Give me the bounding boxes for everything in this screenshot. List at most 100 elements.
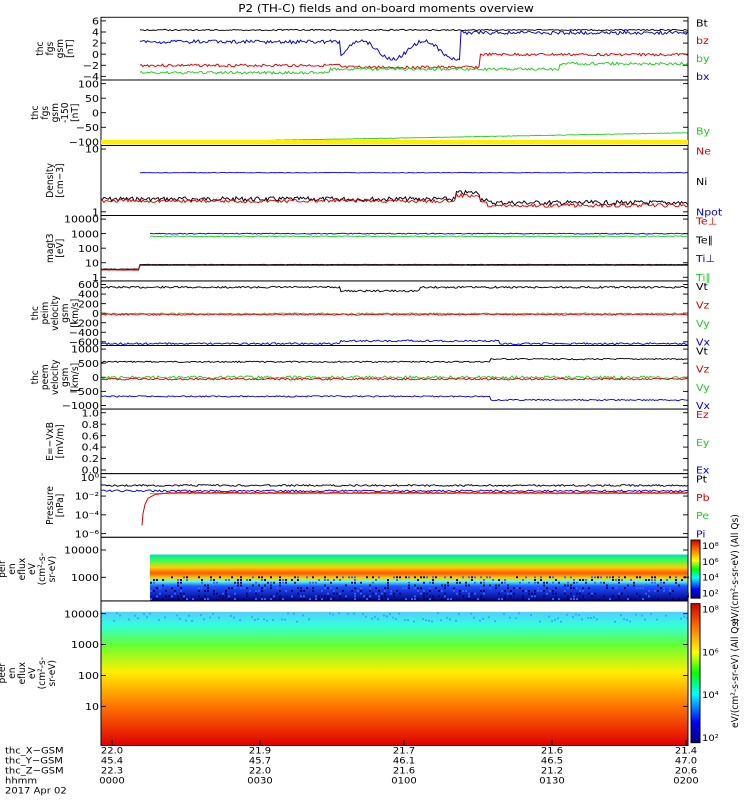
spectrogram-pixel xyxy=(606,576,608,579)
spectrogram-pixel xyxy=(656,618,658,621)
spectrogram-pixel xyxy=(447,581,449,584)
spectrogram-pixel xyxy=(465,590,467,592)
spectrogram-pixel xyxy=(615,584,617,587)
spectrogram-pixel xyxy=(150,581,152,584)
spectrogram-pixel xyxy=(459,590,461,592)
spectrogram-pixel xyxy=(354,592,356,595)
colorbar-tick: 10² xyxy=(702,589,719,599)
spectrogram-pixel xyxy=(623,618,625,621)
spectrogram-pixel xyxy=(261,579,263,581)
ylabel-ion_spec: thcpeirenefluxeV(cm²-s-sr-eV) xyxy=(0,553,58,585)
spectrogram-pixel xyxy=(627,584,629,587)
spectrogram-pixel xyxy=(444,584,446,587)
spectrogram-pixel xyxy=(228,595,230,598)
spectrogram-pixel xyxy=(480,590,482,592)
xaxis-value: 46.1 xyxy=(393,756,415,766)
spectrogram-pixel xyxy=(557,617,559,620)
spectrogram-pixel xyxy=(414,598,416,600)
spectrogram-pixel xyxy=(423,581,425,584)
spectrogram-pixel xyxy=(567,581,569,584)
spectrogram-pixel xyxy=(555,598,557,600)
legend-Ex: Ex xyxy=(696,465,709,476)
spectrogram-pixel xyxy=(198,595,200,598)
spectrogram-pixel xyxy=(675,581,677,584)
ytick-label: 400 xyxy=(78,289,99,300)
panel-ion_spec: thcpeirenefluxeV(cm²-s-sr-eV) 10000 1000 10… xyxy=(0,514,741,624)
spectrogram-pixel xyxy=(180,579,182,581)
spectrogram-pixel xyxy=(558,584,560,587)
spectrogram-pixel xyxy=(480,595,482,598)
spectrogram-pixel xyxy=(240,576,242,579)
spectrogram-pixel xyxy=(621,579,623,581)
spectrogram-pixel xyxy=(522,590,524,592)
spectrogram-pixel xyxy=(407,619,409,622)
spectrogram-pixel xyxy=(321,598,323,600)
spectrogram-pixel xyxy=(546,592,548,595)
spectrogram-pixel xyxy=(429,595,431,598)
legend-By: By xyxy=(696,126,710,137)
spectrogram-pixel xyxy=(207,587,209,590)
spectrogram-pixel xyxy=(159,587,161,590)
spectrogram-pixel xyxy=(240,584,242,587)
spectrogram-pixel xyxy=(639,587,641,590)
spectrogram-pixel xyxy=(177,579,179,581)
spectrogram-pixel xyxy=(171,576,173,579)
xaxis-value: 0030 xyxy=(247,776,272,786)
spectrogram-pixel xyxy=(171,584,173,587)
spectrogram-pixel xyxy=(567,584,569,587)
legend-Ti∥: Ti∥ xyxy=(695,272,711,283)
spectrogram-pixel xyxy=(618,576,620,579)
spectrogram-pixel xyxy=(498,579,500,581)
ylabel-line: thc xyxy=(30,370,42,384)
xaxis-value: 46.5 xyxy=(541,756,563,766)
spectrogram-pixel xyxy=(180,595,182,598)
spectrogram-pixel xyxy=(312,590,314,592)
colorbar-tick: 10² xyxy=(702,733,719,743)
spectrogram-pixel xyxy=(294,581,296,584)
spectrogram-pixel xyxy=(626,619,628,621)
spectrogram-pixel xyxy=(546,581,548,584)
spectrogram-pixel xyxy=(417,587,419,590)
spectrogram-pixel xyxy=(174,590,176,592)
spectrogram-pixel xyxy=(534,579,536,581)
spectrogram-pixel xyxy=(225,579,227,581)
spectrogram-pixel xyxy=(369,584,371,587)
spectrogram-pixel xyxy=(336,576,338,579)
spectrogram-pixel xyxy=(515,617,517,620)
spectrogram-pixel xyxy=(219,595,221,598)
spectrogram-pixel xyxy=(228,579,230,581)
spectrogram-pixel xyxy=(267,584,269,587)
spectrogram-pixel xyxy=(551,620,553,623)
spectrogram-pixel xyxy=(570,592,572,595)
series-Te∥ xyxy=(100,263,688,270)
spectrogram-pixel xyxy=(573,598,575,600)
spectrogram-pixel xyxy=(396,590,398,592)
legend-Vt: Vt xyxy=(696,346,708,357)
spectrogram-pixel xyxy=(639,595,641,598)
spectrogram-pixel xyxy=(180,590,182,592)
spectrogram-pixel xyxy=(261,590,263,592)
spectrogram-pixel xyxy=(612,576,614,579)
spectrogram-pixel xyxy=(399,592,401,595)
spectrogram-pixel xyxy=(537,590,539,592)
spectrogram-pixel xyxy=(333,579,335,581)
spectrogram-pixel xyxy=(522,579,524,581)
spectrogram-pixel xyxy=(636,592,638,595)
spectrogram-pixel xyxy=(204,598,206,600)
ylabel-line: en xyxy=(7,563,19,574)
spectrogram-pixel xyxy=(414,587,416,590)
spectrogram-pixel xyxy=(183,592,185,595)
xaxis-value: 20.6 xyxy=(675,766,697,776)
ytick-label: 1 xyxy=(92,207,99,218)
legend-Vz: Vz xyxy=(696,300,710,311)
spectrogram-pixel xyxy=(374,616,376,618)
spectrogram-pixel xyxy=(171,587,173,590)
spectrogram-pixel xyxy=(222,595,224,598)
spectrogram-pixel xyxy=(146,616,148,619)
spectrogram-pixel xyxy=(525,576,527,579)
spectrogram-pixel xyxy=(468,592,470,595)
spectrogram-pixel xyxy=(539,620,541,623)
spectrogram-pixel xyxy=(180,581,182,584)
spectrogram-pixel xyxy=(351,581,353,584)
